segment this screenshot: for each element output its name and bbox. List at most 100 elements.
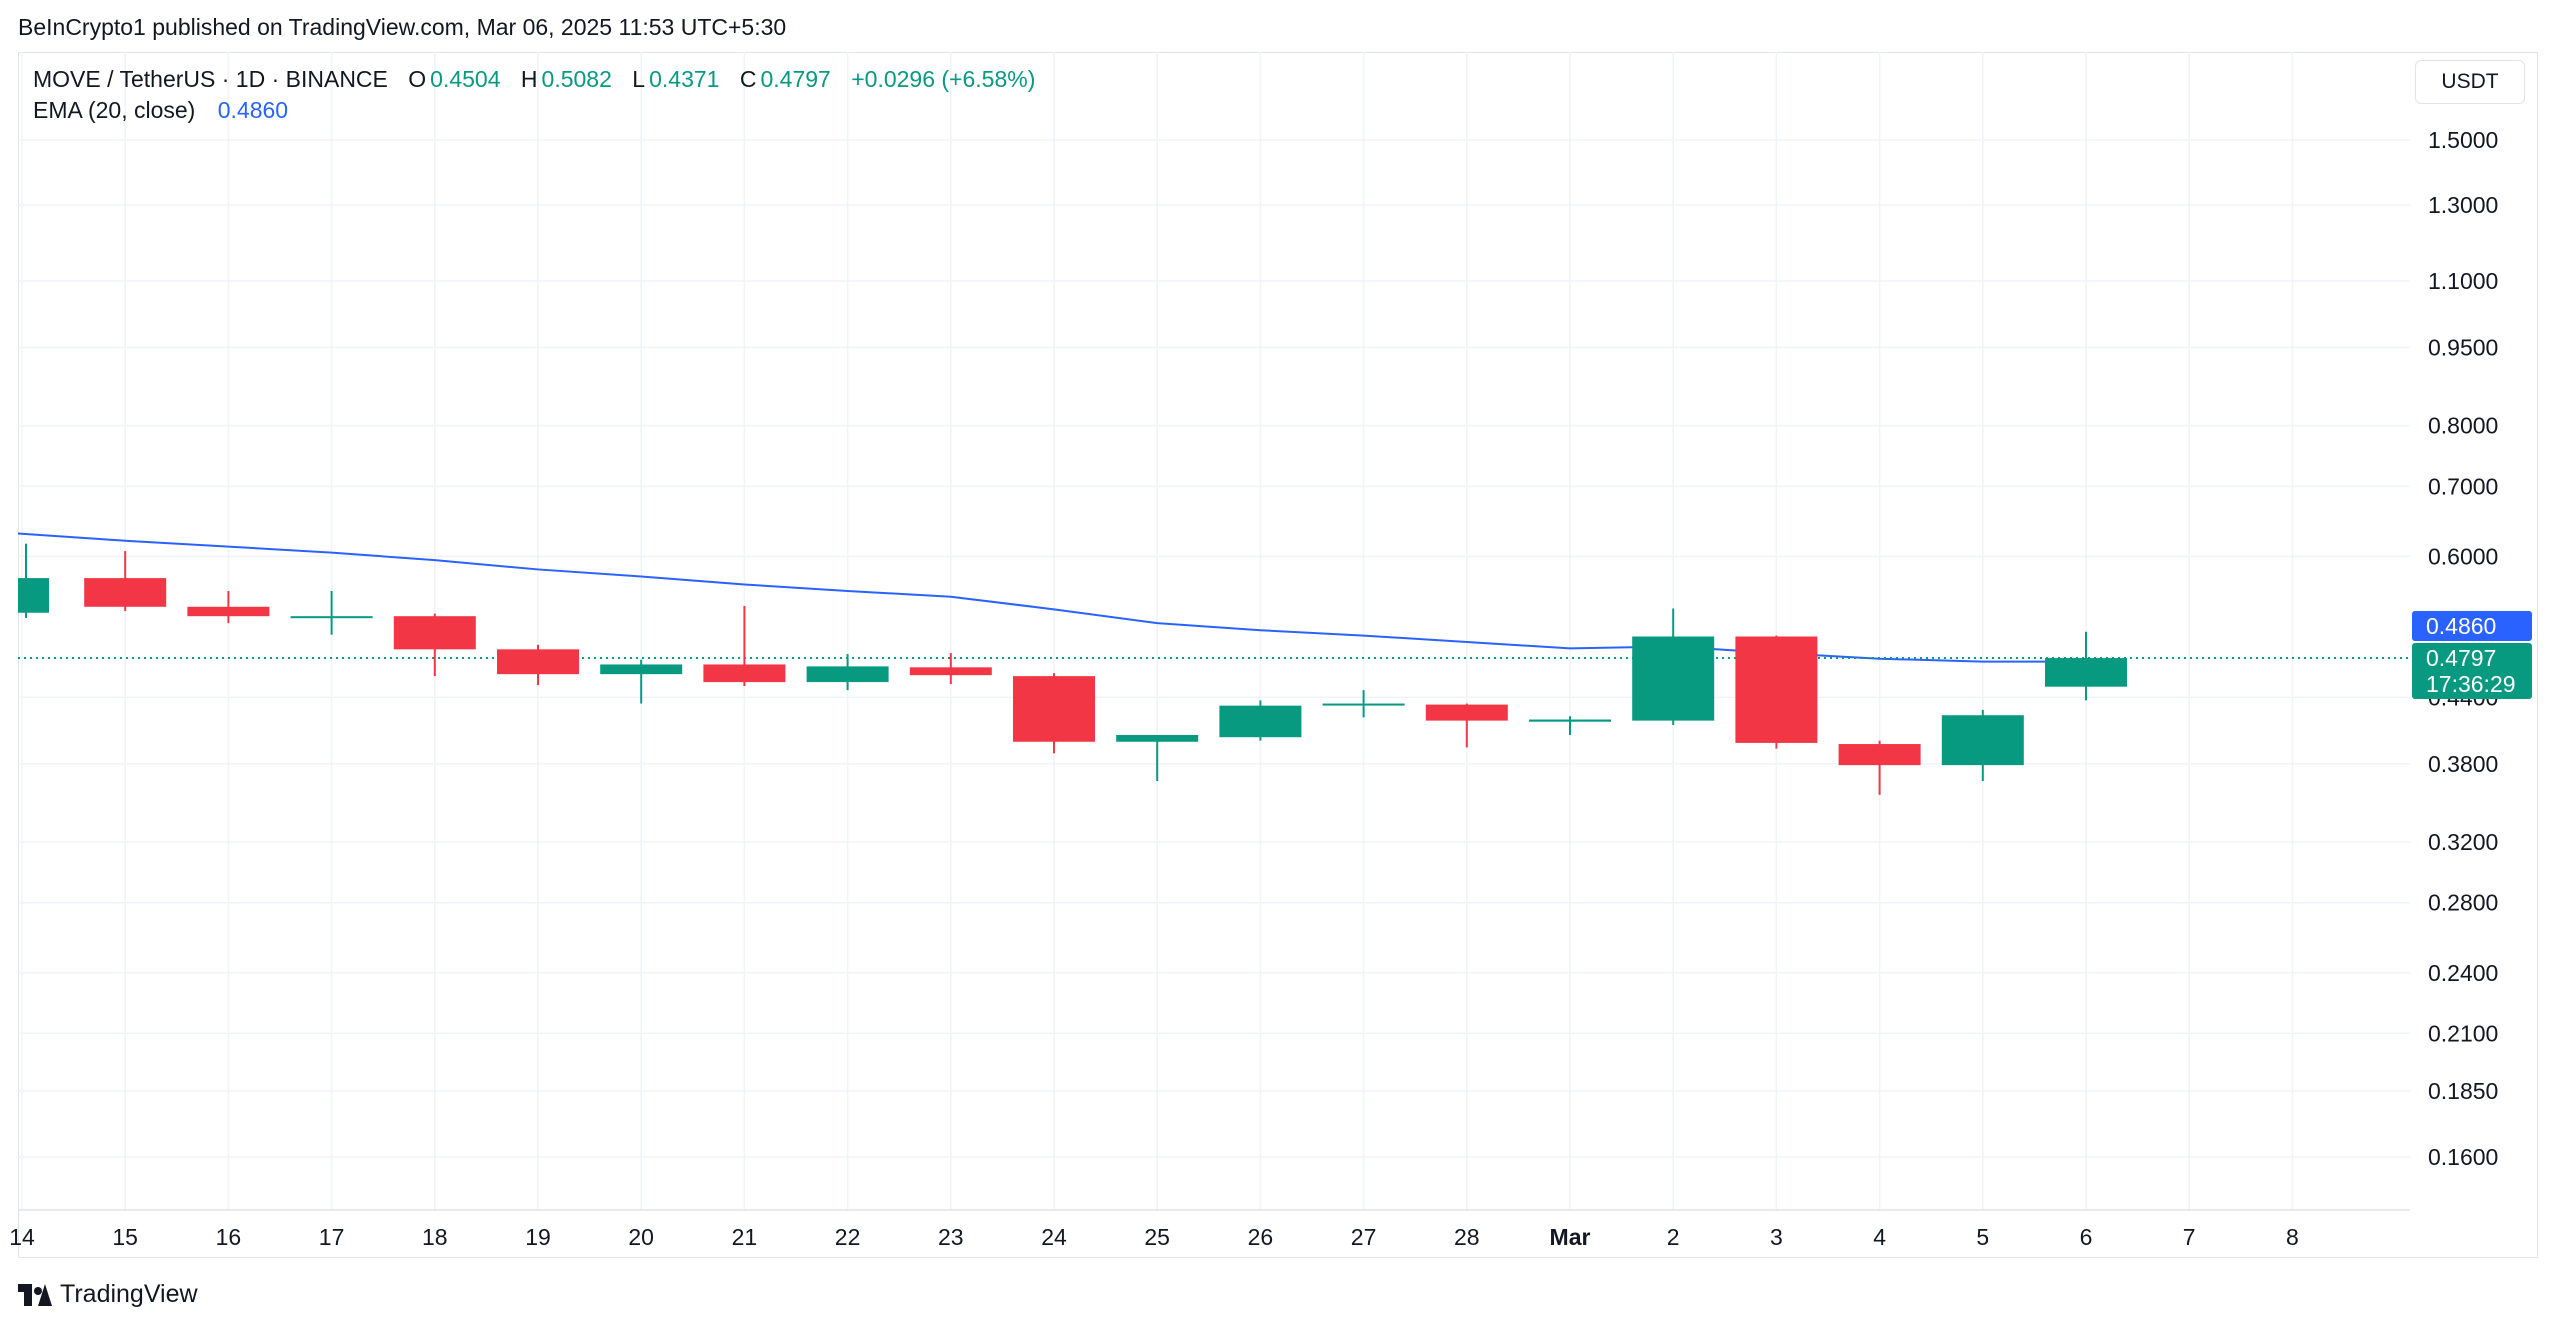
open-key: O — [408, 66, 427, 92]
candle-body — [2045, 658, 2127, 687]
candle — [1735, 635, 1818, 749]
candle — [1632, 608, 1715, 725]
x-tick-label: 18 — [422, 1224, 448, 1250]
high-key: H — [520, 66, 538, 92]
candle-body — [1425, 704, 1508, 721]
x-tick-label: 27 — [1351, 1224, 1377, 1250]
candle — [703, 605, 786, 687]
candle-body — [18, 578, 49, 613]
x-tick-label: 8 — [2286, 1224, 2299, 1250]
candle — [1322, 690, 1405, 718]
candle-body — [703, 664, 786, 683]
x-tick-label: 25 — [1144, 1224, 1170, 1250]
y-tick-label: 1.3000 — [2428, 192, 2498, 218]
candle — [1941, 709, 2024, 781]
candle — [1013, 673, 1095, 754]
candle — [806, 654, 889, 691]
candle-body — [497, 649, 579, 675]
y-tick-label: 0.3800 — [2428, 751, 2498, 777]
candle — [2045, 631, 2127, 701]
low-key: L — [632, 66, 646, 92]
x-tick-label: 7 — [2183, 1224, 2196, 1250]
x-tick-label: 26 — [1248, 1224, 1274, 1250]
candle-body — [1735, 636, 1818, 743]
y-tick-label: 0.7000 — [2428, 473, 2498, 499]
tradingview-logo[interactable]: TradingView — [18, 1280, 198, 1309]
candle-body — [909, 667, 992, 676]
y-tick-label: 0.2400 — [2428, 960, 2498, 986]
candle — [909, 653, 992, 685]
symbol-legend[interactable]: MOVE / TetherUS · 1D · BINANCE O 0.4504 H… — [33, 66, 1039, 93]
candle-body — [187, 606, 270, 617]
x-tick-label: 6 — [2080, 1224, 2093, 1250]
candle — [18, 543, 49, 618]
bar-countdown: 17:36:29 — [2426, 671, 2516, 697]
close-key: C — [739, 66, 757, 92]
ema-legend[interactable]: EMA (20, close) 0.4860 — [33, 97, 292, 124]
x-tick-label: 21 — [732, 1224, 758, 1250]
x-tick-label: 24 — [1041, 1224, 1067, 1250]
ema-price-tag: 0.4860 — [2412, 611, 2532, 641]
candle — [290, 590, 373, 635]
candle-body — [393, 616, 476, 650]
x-tick-label: 16 — [216, 1224, 242, 1250]
candle — [393, 613, 476, 677]
open-value: 0.4504 — [430, 66, 501, 92]
x-tick-label: 19 — [525, 1224, 551, 1250]
x-axis-labels: 14 15 16 17 18 19 20 21 22 23 24 25 26 27 28 Mar 2 3 4 5 6 7 8 — [9, 1224, 2299, 1250]
symbol-name[interactable]: MOVE / TetherUS · 1D · BINANCE — [33, 66, 388, 92]
candle — [1838, 740, 1921, 795]
candle-body — [806, 666, 889, 683]
y-tick-label: 0.3200 — [2428, 829, 2498, 855]
y-axis-labels: 1.5000 1.3000 1.1000 0.9500 0.8000 0.7000 0.60… — [2428, 127, 2498, 1170]
x-tick-label: Mar — [1550, 1224, 1591, 1250]
candle-body — [1529, 719, 1611, 722]
x-tick-label: 14 — [9, 1224, 35, 1250]
candle — [1529, 716, 1611, 735]
candles — [18, 543, 2127, 795]
y-tick-label: 1.1000 — [2428, 268, 2498, 294]
x-tick-label: 15 — [112, 1224, 138, 1250]
publisher-line: BeInCrypto1 published on TradingView.com… — [18, 14, 787, 40]
y-tick-label: 0.8000 — [2428, 413, 2498, 439]
candle-body — [1219, 705, 1302, 738]
y-tick-label: 1.5000 — [2428, 127, 2498, 153]
high-value: 0.5082 — [541, 66, 612, 92]
candle-body — [1116, 734, 1199, 742]
x-tick-label: 28 — [1454, 1224, 1480, 1250]
candle-body — [84, 578, 167, 607]
y-tick-label: 0.2800 — [2428, 890, 2498, 916]
x-tick-label: 4 — [1873, 1224, 1886, 1250]
x-tick-label: 5 — [1976, 1224, 1989, 1250]
close-price-tag: 0.4797 17:36:29 — [2412, 643, 2532, 699]
x-tick-label: 17 — [319, 1224, 345, 1250]
candle — [1425, 703, 1508, 748]
candle-body — [1322, 703, 1405, 706]
x-tick-label: 23 — [938, 1224, 964, 1250]
candle-body — [1838, 744, 1921, 766]
tradingview-logo-icon — [18, 1283, 52, 1306]
candle — [497, 644, 579, 686]
currency-button[interactable]: USDT — [2415, 60, 2525, 104]
tradingview-brand: TradingView — [60, 1280, 198, 1308]
y-tick-label: 0.2100 — [2428, 1020, 2498, 1046]
x-tick-label: 2 — [1667, 1224, 1680, 1250]
ema-label[interactable]: EMA (20, close) — [33, 97, 196, 123]
chart-grid — [18, 52, 2410, 1211]
candle — [187, 590, 270, 624]
y-tick-label: 0.1600 — [2428, 1144, 2498, 1170]
close-value: 0.4797 — [760, 66, 831, 92]
x-tick-label: 22 — [835, 1224, 861, 1250]
x-tick-label: 3 — [1770, 1224, 1783, 1250]
candle-body — [600, 664, 683, 675]
candle — [1116, 734, 1199, 781]
candle — [84, 551, 167, 612]
candle-body — [1013, 676, 1095, 742]
x-tick-label: 20 — [628, 1224, 654, 1250]
low-value: 0.4371 — [649, 66, 720, 92]
y-tick-label: 0.6000 — [2428, 543, 2498, 569]
chart-frame — [18, 52, 2538, 1258]
y-tick-label: 0.9500 — [2428, 335, 2498, 361]
change-value: +0.0296 (+6.58%) — [851, 66, 1036, 92]
